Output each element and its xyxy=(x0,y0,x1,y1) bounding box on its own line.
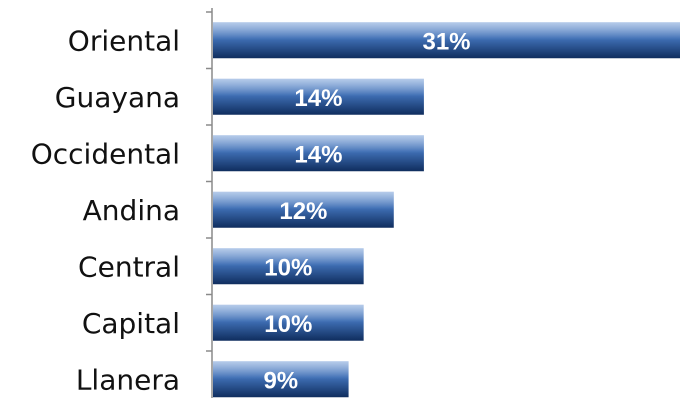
y-axis xyxy=(206,8,213,398)
value-label-andina: 12% xyxy=(279,198,327,225)
bars-layer xyxy=(213,22,680,398)
category-label-occidental: Occidental xyxy=(31,137,180,170)
bar-shine-oriental xyxy=(213,22,680,59)
bar-shine-capital xyxy=(213,304,364,341)
value-label-guayana: 14% xyxy=(294,85,342,112)
value-label-central: 10% xyxy=(264,254,312,281)
category-label-guayana: Guayana xyxy=(55,81,180,114)
value-label-occidental: 14% xyxy=(294,141,342,168)
category-label-oriental: Oriental xyxy=(68,24,180,57)
category-labels: Oriental Guayana Occidental Andina Central Ca… xyxy=(31,24,180,396)
bar-shine-andina xyxy=(213,191,394,228)
value-label-oriental: 31% xyxy=(422,28,470,55)
category-label-llanera: Llanera xyxy=(76,363,180,396)
value-label-capital: 10% xyxy=(264,311,312,338)
category-label-andina: Andina xyxy=(83,194,180,227)
bar-shine-occidental xyxy=(213,135,424,172)
category-label-central: Central xyxy=(78,250,180,283)
value-label-llanera: 9% xyxy=(263,367,298,394)
bar-shine-central xyxy=(213,248,364,285)
bar-shine-llanera xyxy=(213,361,349,398)
bar-shine-guayana xyxy=(213,78,424,115)
category-label-capital: Capital xyxy=(82,307,180,340)
value-labels: 31% 14% 14% 12% 10% 10% 9% xyxy=(263,28,470,394)
